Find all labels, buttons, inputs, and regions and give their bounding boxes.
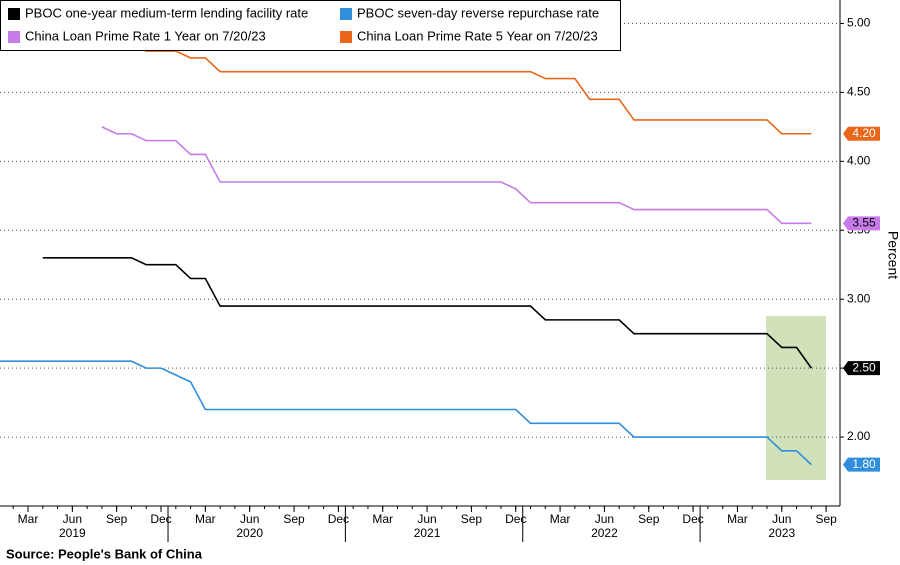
x-tick-label: Mar [372, 512, 393, 526]
end-label: 1.80 [852, 457, 876, 471]
x-tick-label: Dec [150, 512, 171, 526]
end-label-box [843, 457, 880, 472]
end-label-box [843, 216, 880, 231]
end-label-box [843, 361, 880, 376]
y-axis-label: Percent [885, 231, 900, 279]
x-tick-label: Mar [18, 512, 39, 526]
legend-label: PBOC one-year medium-term lending facili… [25, 5, 308, 20]
x-tick-label: Sep [461, 512, 483, 526]
x-tick-label: Jun [595, 512, 614, 526]
x-tick-label: Dec [328, 512, 349, 526]
end-label: 4.20 [852, 126, 876, 140]
legend-label: China Loan Prime Rate 1 Year on 7/20/23 [25, 28, 266, 43]
legend-swatch [8, 31, 20, 43]
x-tick-label: Jun [63, 512, 82, 526]
y-tick-label: 3.00 [847, 291, 871, 305]
x-tick-label: Sep [638, 512, 660, 526]
legend-swatch [8, 8, 20, 20]
year-label: 2022 [591, 526, 618, 540]
x-tick-label: Jun [240, 512, 259, 526]
legend-label: PBOC seven-day reverse repurchase rate [357, 5, 599, 20]
x-tick-label: Sep [106, 512, 128, 526]
legend-label: China Loan Prime Rate 5 Year on 7/20/23 [357, 28, 598, 43]
y-tick-label: 4.50 [847, 85, 871, 99]
x-tick-label: Sep [815, 512, 837, 526]
series-line [101, 126, 812, 225]
source: Source: People's Bank of China [6, 546, 203, 561]
legend-swatch [340, 31, 352, 43]
y-tick-label: 2.00 [847, 429, 871, 443]
legend-box [0, 0, 621, 51]
series-line [0, 360, 812, 466]
y-tick-label: 5.00 [847, 16, 871, 30]
year-label: 2019 [59, 526, 86, 540]
series-line [42, 257, 812, 369]
x-tick-label: Dec [682, 512, 703, 526]
year-label: 2020 [236, 526, 263, 540]
x-tick-label: Jun [772, 512, 791, 526]
series-line [101, 43, 812, 135]
x-tick-label: Mar [727, 512, 748, 526]
x-tick-label: Mar [550, 512, 571, 526]
y-tick-label: 4.00 [847, 153, 871, 167]
x-tick-label: Mar [195, 512, 216, 526]
year-label: 2023 [768, 526, 795, 540]
end-label-box [843, 126, 880, 141]
year-label: 2021 [414, 526, 441, 540]
legend-swatch [340, 8, 352, 20]
x-tick-label: Dec [505, 512, 526, 526]
end-label: 3.55 [852, 216, 876, 230]
x-tick-label: Jun [417, 512, 436, 526]
highlight-band [766, 316, 826, 480]
x-tick-label: Sep [283, 512, 305, 526]
end-label: 2.50 [852, 360, 876, 374]
